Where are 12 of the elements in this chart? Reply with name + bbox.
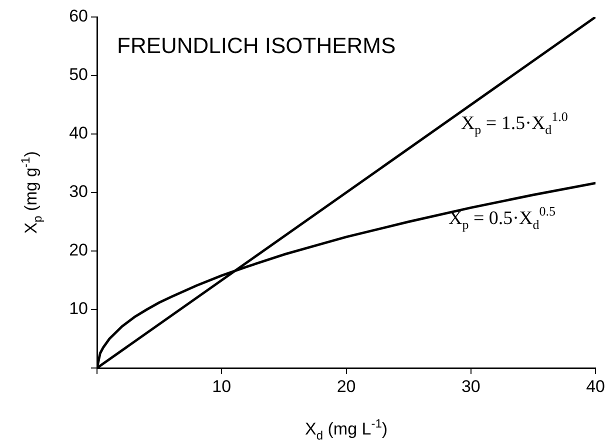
y-tick-label: 40 [69,124,88,143]
y-axis-title: Xp (mg g-1) [18,151,44,234]
text: FREUNDLICH ISOTHERMS [117,33,396,58]
x-tick-label: 10 [212,376,232,396]
y-tick-label: 20 [69,240,88,260]
y-tick-label: 60 [69,6,88,26]
y-tick-label: 30 [69,182,88,202]
x-tick-label: 30 [461,376,480,396]
x-tick-label: 40 [586,376,606,396]
y-tick-label: 10 [69,299,88,318]
y-tick-label: 50 [69,65,88,84]
x-tick-label: 20 [336,376,356,396]
